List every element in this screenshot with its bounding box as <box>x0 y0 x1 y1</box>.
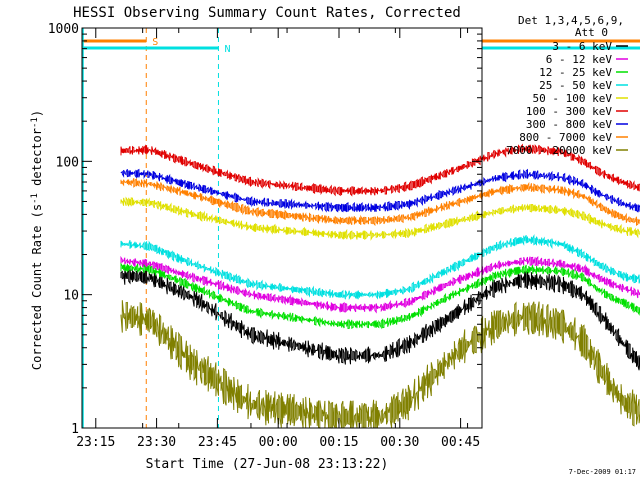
timestamp: 7-Dec-2009 01:17 <box>569 468 636 476</box>
x-tick-label: 00:45 <box>441 435 480 450</box>
legend-label: 3 - 6 keV <box>552 40 612 53</box>
x-axis-label: Start Time (27-Jun-08 23:13:22) <box>146 457 389 472</box>
x-tick-label: 23:15 <box>76 435 115 450</box>
legend-label: 800 - 7000 keV <box>519 131 612 144</box>
series-line <box>120 255 640 314</box>
y-axis-label-end: ) <box>30 110 44 117</box>
series-line <box>120 300 640 429</box>
y-axis-label-sup2: -1 <box>30 117 40 128</box>
legend-label: 50 - 100 keV <box>533 92 613 105</box>
y-axis-label-sup1: -1 <box>30 193 40 204</box>
legend-header-1: Det 1,3,4,5,6,9, <box>518 14 624 27</box>
y-tick-label: 1 <box>71 422 79 437</box>
series-line <box>120 267 640 371</box>
legend-label: 25 - 50 keV <box>539 79 612 92</box>
y-axis-label-main: Corrected Count Rate (s <box>30 204 44 370</box>
y-tick-label: 10 <box>63 289 79 304</box>
x-tick-label: 23:45 <box>198 435 237 450</box>
y-tick-label: 1000 <box>48 22 79 37</box>
flag-label: S <box>152 37 158 48</box>
legend-label: 7000 - 20000 keV <box>506 144 612 157</box>
series-line <box>120 178 640 227</box>
flag-label: N <box>224 44 230 55</box>
series-line <box>120 234 640 301</box>
legend-header-2: Att 0 <box>575 26 608 39</box>
flag-layer: SN <box>82 28 640 428</box>
legend-label: 300 - 800 keV <box>526 118 612 131</box>
x-tick-label: 23:30 <box>137 435 176 450</box>
plot-frame <box>81 27 483 429</box>
y-tick-label: 100 <box>56 155 79 170</box>
series-line <box>120 262 640 330</box>
x-tick-layer: 23:15 23:30 23:45 00:00 00:15 00:30 00:45 <box>76 28 480 450</box>
series-layer <box>120 143 640 429</box>
legend-label: 12 - 25 keV <box>539 66 612 79</box>
x-tick-label: 00:00 <box>259 435 298 450</box>
x-tick-label: 00:30 <box>380 435 419 450</box>
series-line <box>120 143 640 197</box>
y-axis-label-mid: detector <box>30 128 44 193</box>
y-tick-layer: 1 10 100 1000 <box>48 22 482 437</box>
x-tick-label: 00:15 <box>319 435 358 450</box>
legend-label: 6 - 12 keV <box>546 53 613 66</box>
chart-title: HESSI Observing Summary Count Rates, Cor… <box>73 5 461 21</box>
series-line <box>120 196 640 241</box>
legend-label: 100 - 300 keV <box>526 105 612 118</box>
series-line <box>120 168 640 213</box>
y-axis-label: Corrected Count Rate (s-1 detector-1) <box>30 110 44 370</box>
